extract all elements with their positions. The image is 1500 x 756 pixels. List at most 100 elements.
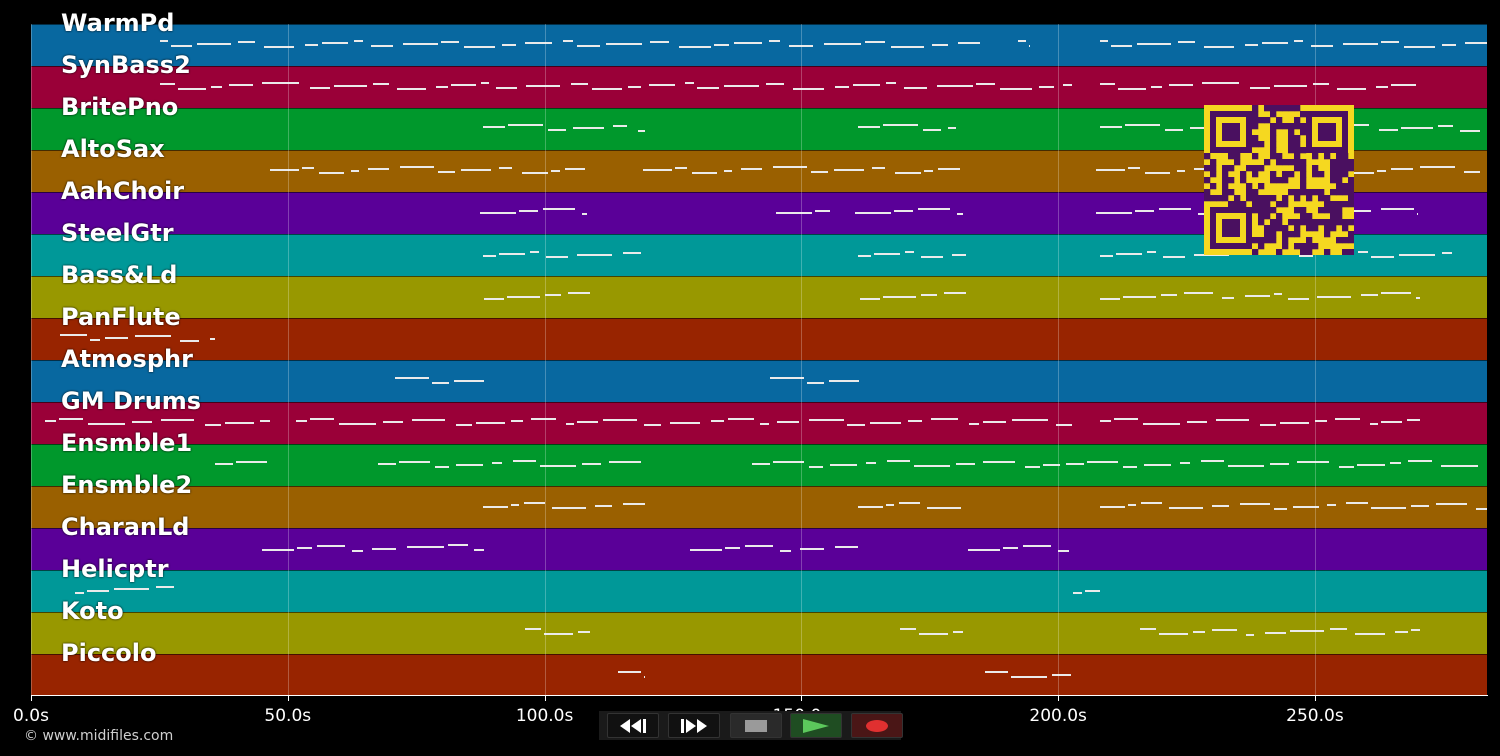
note-mark bbox=[924, 170, 933, 172]
note-mark bbox=[1029, 45, 1030, 47]
note-mark bbox=[1058, 550, 1069, 552]
note-mark bbox=[75, 592, 84, 594]
note-mark bbox=[403, 43, 438, 45]
note-mark bbox=[156, 586, 174, 588]
note-mark bbox=[1317, 296, 1351, 298]
note-mark bbox=[644, 676, 645, 678]
track-name: Ensmble2 bbox=[61, 471, 193, 499]
note-mark bbox=[886, 82, 896, 84]
note-mark bbox=[824, 43, 861, 45]
note-mark bbox=[835, 546, 858, 548]
note-mark bbox=[1135, 210, 1154, 212]
note-mark bbox=[1343, 43, 1378, 45]
track-row[interactable] bbox=[31, 66, 1487, 108]
track-row[interactable] bbox=[31, 486, 1487, 528]
note-mark bbox=[1381, 421, 1402, 423]
track-row[interactable] bbox=[31, 24, 1487, 66]
note-mark bbox=[1003, 547, 1018, 549]
note-mark bbox=[1358, 251, 1368, 253]
note-mark bbox=[1100, 298, 1120, 300]
track-row[interactable] bbox=[31, 612, 1487, 654]
note-mark bbox=[582, 463, 601, 465]
note-mark bbox=[484, 298, 504, 300]
note-mark bbox=[1407, 419, 1420, 421]
time-tick-label: 200.0s bbox=[1029, 706, 1087, 726]
track-name: SynBass2 bbox=[61, 51, 191, 79]
stop-icon bbox=[745, 719, 767, 732]
note-mark bbox=[1391, 84, 1416, 86]
note-mark bbox=[317, 545, 345, 547]
note-mark bbox=[724, 170, 732, 172]
track-row[interactable] bbox=[31, 360, 1487, 402]
note-mark bbox=[1114, 418, 1138, 420]
note-mark bbox=[483, 506, 508, 508]
track-row[interactable] bbox=[31, 528, 1487, 570]
note-mark bbox=[525, 628, 541, 630]
note-mark bbox=[780, 550, 791, 552]
note-mark bbox=[395, 377, 429, 379]
note-mark bbox=[1390, 462, 1401, 464]
note-mark bbox=[918, 208, 950, 210]
note-mark bbox=[592, 88, 622, 90]
note-mark bbox=[135, 335, 171, 337]
note-mark bbox=[1128, 504, 1136, 506]
note-mark bbox=[1096, 212, 1132, 214]
note-mark bbox=[270, 169, 299, 171]
note-mark bbox=[874, 253, 900, 255]
note-mark bbox=[483, 255, 496, 257]
track-row[interactable] bbox=[31, 570, 1487, 612]
note-mark bbox=[236, 461, 267, 463]
track-row[interactable] bbox=[31, 318, 1487, 360]
note-mark bbox=[809, 419, 844, 421]
note-mark bbox=[305, 44, 318, 46]
note-mark bbox=[1351, 210, 1371, 212]
track-row[interactable] bbox=[31, 654, 1487, 696]
note-mark bbox=[1085, 590, 1100, 592]
note-mark bbox=[1371, 507, 1406, 509]
note-mark bbox=[1151, 86, 1162, 88]
note-mark bbox=[1246, 634, 1254, 636]
note-mark bbox=[628, 86, 641, 88]
note-mark bbox=[609, 461, 641, 463]
note-mark bbox=[1125, 124, 1160, 126]
note-mark bbox=[923, 129, 941, 131]
note-mark bbox=[511, 504, 519, 506]
note-mark bbox=[1404, 46, 1435, 48]
note-mark bbox=[368, 168, 389, 170]
note-mark bbox=[507, 296, 540, 298]
note-mark bbox=[474, 549, 484, 551]
note-mark bbox=[1137, 43, 1171, 45]
note-mark bbox=[1370, 423, 1378, 425]
time-tick-label: 100.0s bbox=[515, 706, 574, 726]
track-row[interactable] bbox=[31, 402, 1487, 444]
note-mark bbox=[525, 42, 552, 44]
track-name: Bass&Ld bbox=[61, 261, 178, 289]
track-row[interactable] bbox=[31, 444, 1487, 486]
note-mark bbox=[1381, 41, 1399, 43]
note-mark bbox=[319, 172, 344, 174]
note-mark bbox=[322, 42, 348, 44]
note-mark bbox=[1025, 466, 1040, 468]
note-mark bbox=[690, 549, 722, 551]
note-mark bbox=[499, 167, 512, 169]
play-button[interactable] bbox=[790, 713, 842, 738]
note-mark bbox=[887, 460, 910, 462]
note-mark bbox=[262, 549, 294, 551]
fast-forward-button[interactable] bbox=[668, 713, 720, 738]
note-mark bbox=[1379, 129, 1398, 131]
note-mark bbox=[519, 210, 538, 212]
note-mark bbox=[900, 628, 916, 630]
note-mark bbox=[807, 382, 824, 384]
track-name: BritePno bbox=[61, 93, 179, 121]
note-mark bbox=[1346, 502, 1368, 504]
rewind-button[interactable] bbox=[607, 713, 659, 738]
note-mark bbox=[1411, 629, 1420, 631]
stop-button[interactable] bbox=[730, 713, 782, 738]
note-mark bbox=[741, 168, 762, 170]
record-button[interactable] bbox=[851, 713, 903, 738]
note-mark bbox=[412, 419, 445, 421]
note-mark bbox=[847, 424, 865, 426]
track-row[interactable] bbox=[31, 276, 1487, 318]
note-mark bbox=[692, 172, 717, 174]
note-mark bbox=[90, 339, 100, 341]
